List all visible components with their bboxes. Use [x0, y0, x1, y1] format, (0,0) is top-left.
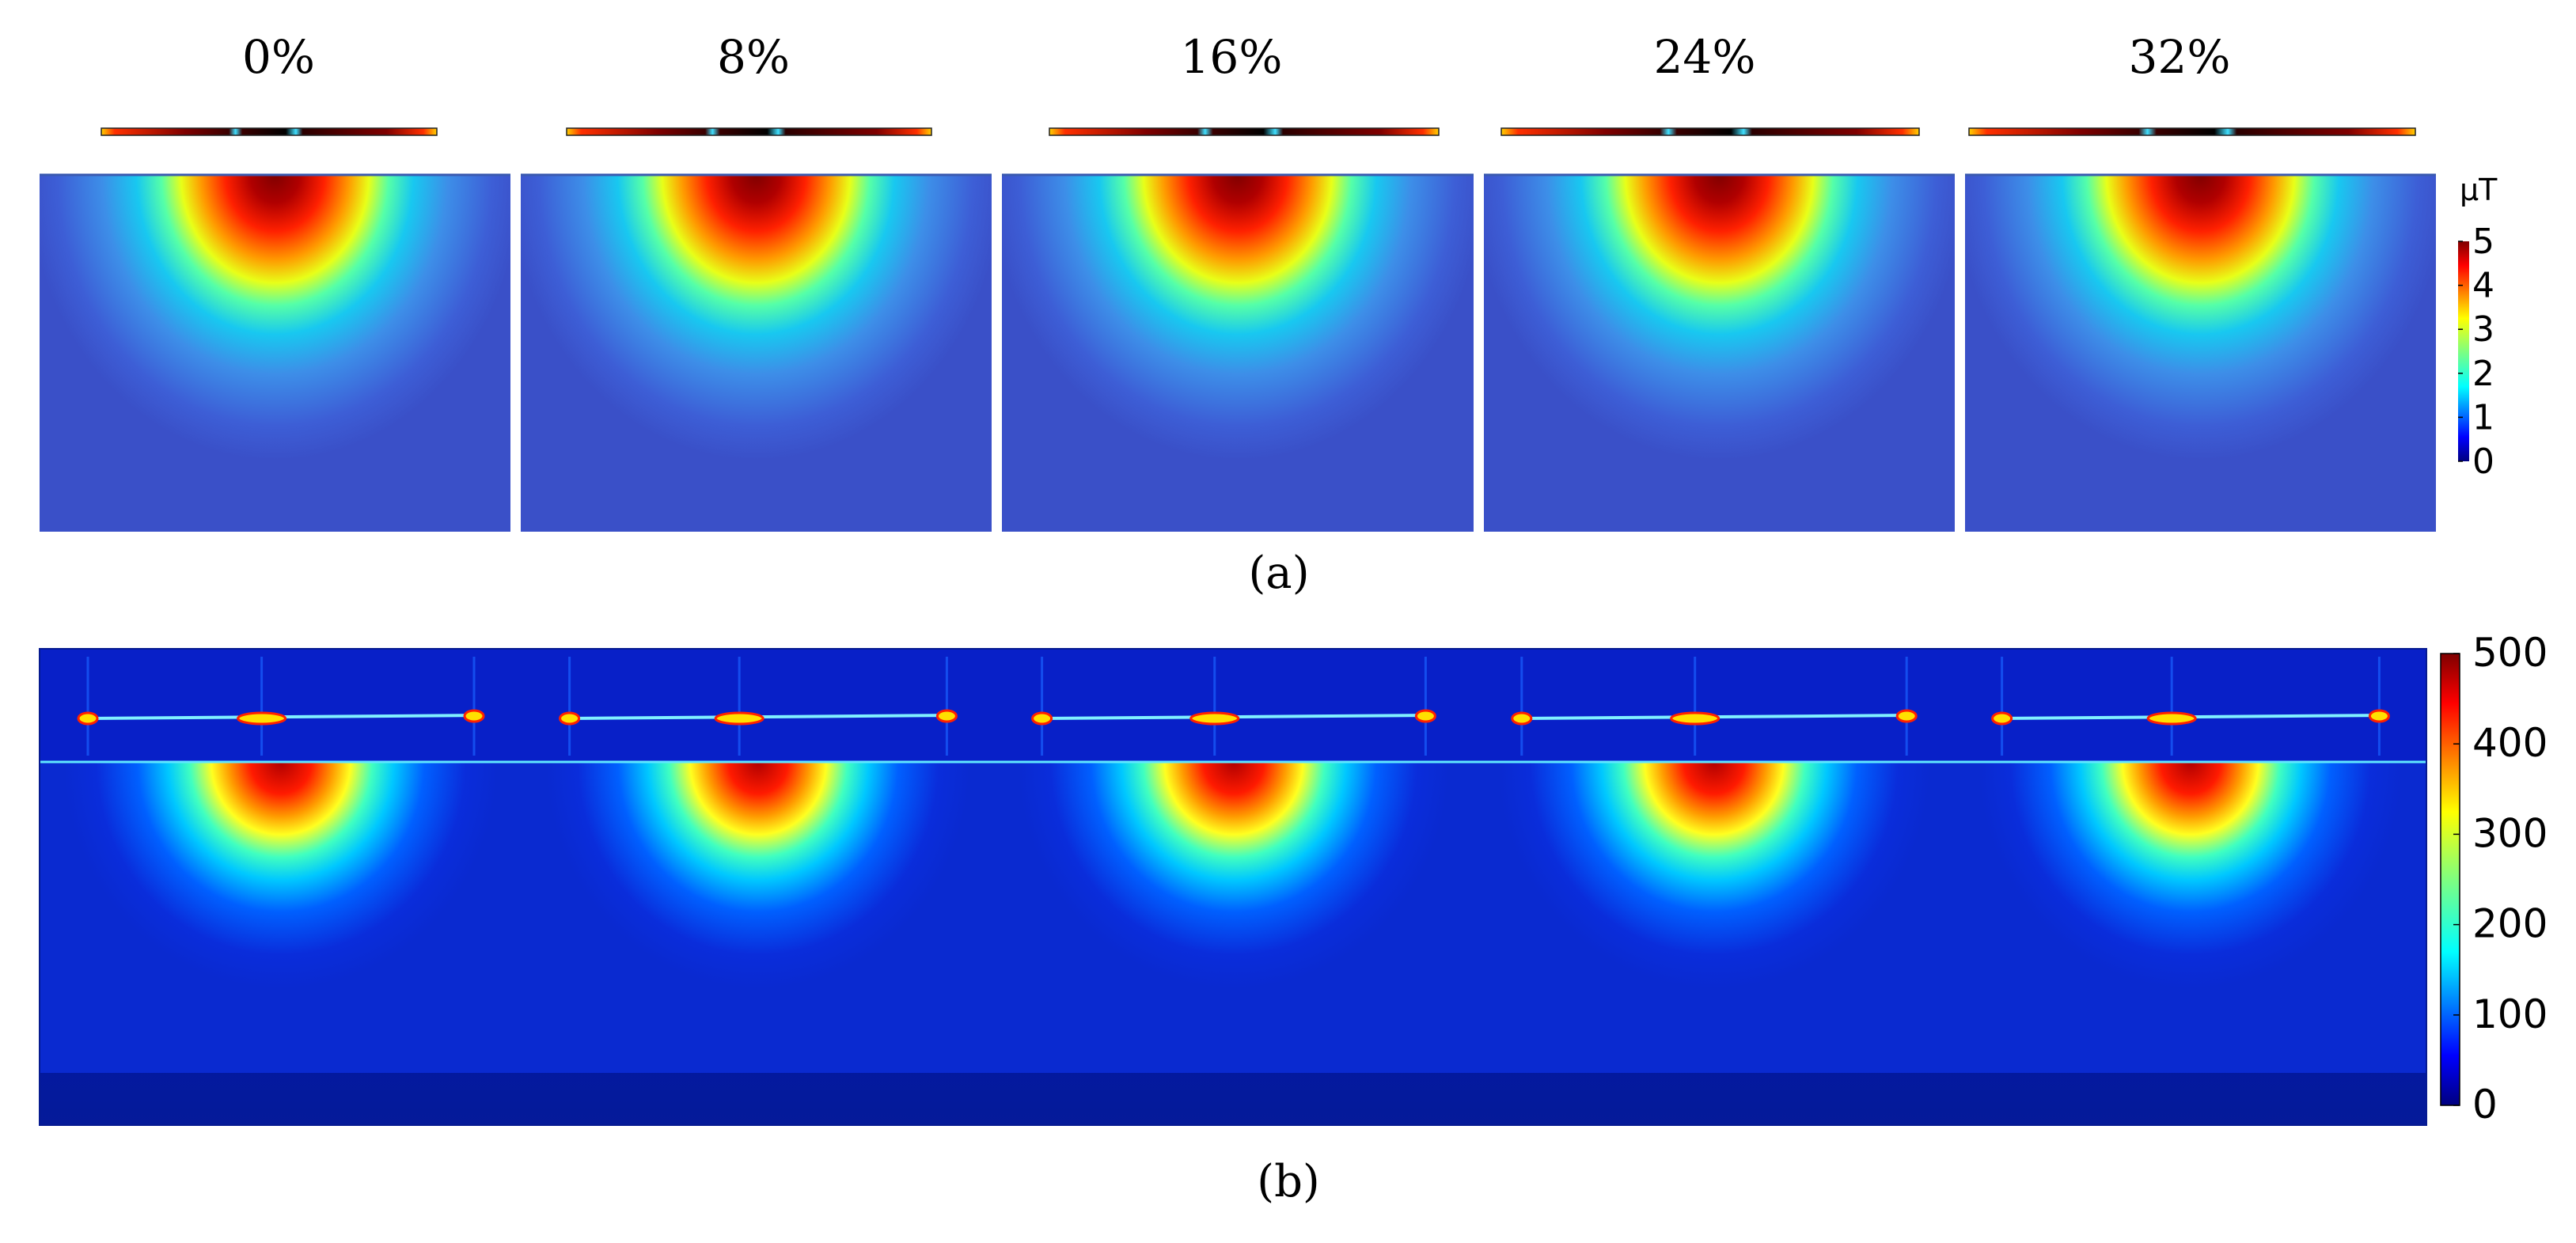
panel-b-cell [40, 649, 522, 1125]
panel-b-artifact-hotspot [714, 711, 764, 726]
panel-b-artifact-hotspot [237, 711, 287, 726]
coil-strip [101, 127, 438, 136]
coil-strip [1500, 127, 1920, 136]
panel-b-artifact-hotspot [1895, 709, 1918, 723]
panel-a-cell [1484, 173, 1955, 532]
column-title: 16% [1181, 30, 1283, 84]
panel-b-cell [1474, 649, 1955, 1125]
coil-strips [101, 127, 2416, 136]
panel-b-artifact-hotspot [1031, 711, 1053, 726]
panel-b-bottom-band [1955, 1073, 2426, 1125]
panel-b-bottom-band [522, 1073, 994, 1125]
panel-b-artifact-hotspot [1511, 711, 1533, 726]
panel-a-label: (a) [1248, 548, 1309, 599]
panel-b-artifact-hotspot [2368, 709, 2390, 723]
panel-b-artifact-hotspot [559, 711, 581, 726]
panel-b-colorbar-tick-label: 100 [2472, 991, 2548, 1037]
panel-b-label: (b) [1257, 1156, 1320, 1207]
panel-b-artifact-hotspot [1414, 709, 1436, 723]
panel-b-air [40, 649, 522, 762]
column-title: 8% [717, 30, 790, 84]
panel-b-field [1955, 762, 2426, 1125]
column-title: 0% [242, 30, 315, 84]
panel-b-artifact-hotspot [463, 709, 485, 723]
panel-a-field [1965, 174, 2436, 532]
panel-a-cell [1965, 173, 2436, 532]
panel-b-artifact-hotspot [1670, 711, 1720, 726]
panel-a-colorbar-tick-label: 1 [2472, 397, 2494, 438]
panel-a-cell [521, 173, 992, 532]
panel-a-colorbar-tick-label: 4 [2472, 266, 2494, 306]
panel-b-bottom-band [1474, 1073, 1955, 1125]
panel-b-field [1474, 762, 1955, 1125]
panel-b-frame [39, 648, 2427, 1126]
panel-a-colorbar-tick-label: 2 [2472, 354, 2494, 394]
coil-strip [1968, 127, 2416, 136]
panel-b-cell [522, 649, 994, 1125]
panel-b-air [994, 649, 1474, 762]
column-title: 24% [1654, 30, 1756, 84]
panel-b-air [1474, 649, 1955, 762]
panel-b-artifact-hotspot [77, 711, 99, 726]
panel-b-colorbar-ticks: 0 100 200 300 400 500 [2453, 630, 2548, 1127]
panel-a-colorbar-bar [2458, 241, 2469, 461]
panel-a-cell [1002, 173, 1474, 532]
panel-b-artifact-hotspot [2146, 711, 2197, 726]
panel-b-bottom-band [40, 1073, 522, 1125]
panel-b-field [994, 762, 1474, 1125]
panel-b-colorbar-bar [2440, 653, 2460, 1106]
panel-a-colorbar-tick-label: 0 [2472, 441, 2494, 482]
panel-b-artifact-hotspot [1991, 711, 2013, 726]
panel-b-bottom-band [994, 1073, 1474, 1125]
column-title: 32% [2129, 30, 2231, 84]
panel-b-colorbar-tick-label: 0 [2472, 1082, 2498, 1127]
panel-b-field [522, 762, 994, 1125]
panel-b-artifact-hotspot [935, 709, 958, 723]
panel-a-field [521, 174, 992, 532]
panel-b-artifact-hotspot [1189, 711, 1240, 726]
panel-b-cell [994, 649, 1474, 1125]
panel-b-colorbar-tick-label: 300 [2472, 810, 2548, 856]
panel-b-air [1955, 649, 2426, 762]
panel-b-air [522, 649, 994, 762]
panel-a-field [40, 174, 510, 532]
panel-b-field [40, 762, 522, 1125]
panel-b-heatmaps [39, 648, 2427, 1126]
column-titles: 0% 8% 16% 24% 32% [242, 30, 2230, 84]
panel-b-colorbar-tick-label: 400 [2472, 720, 2548, 766]
panel-b-cell [1955, 649, 2426, 1125]
panel-b-colorbar-tick-label: 500 [2472, 630, 2548, 676]
panel-a-field [1484, 174, 1955, 532]
panel-b-colorbar-tick-label: 200 [2472, 901, 2548, 947]
panel-a-field [1002, 174, 1474, 532]
panel-a-colorbar-tick-label: 3 [2472, 309, 2494, 350]
coil-strip [1049, 127, 1440, 136]
coil-strip [566, 127, 932, 136]
panel-b-colorbar: 0 100 200 300 400 500 [2440, 630, 2548, 1127]
panel-a-colorbar-unit: μT [2460, 172, 2498, 207]
panel-a-heatmaps [40, 173, 2436, 532]
panel-a-colorbar-tick-label: 5 [2472, 222, 2494, 262]
panel-a-cell [40, 173, 510, 532]
